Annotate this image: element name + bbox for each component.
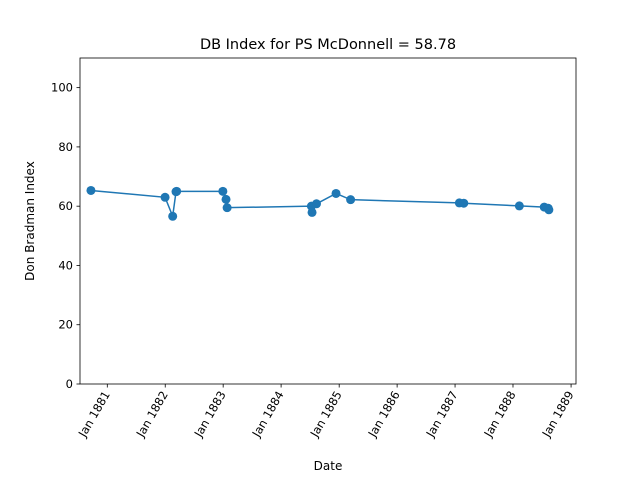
y-tick-label: 40 [58, 258, 73, 272]
x-axis-label: Date [314, 459, 343, 473]
data-point [307, 207, 317, 217]
data-point [160, 192, 170, 202]
y-tick-label: 20 [58, 318, 73, 332]
data-point [311, 199, 321, 209]
data-point [168, 211, 178, 221]
data-point [218, 186, 228, 196]
data-point [544, 205, 554, 215]
data-point [172, 186, 182, 196]
data-point [331, 188, 341, 198]
data-point [221, 194, 231, 204]
data-point [459, 198, 469, 208]
data-point [514, 201, 524, 211]
data-point [222, 203, 232, 213]
chart-title: DB Index for PS McDonnell = 58.78 [200, 37, 456, 53]
y-tick-label: 60 [58, 199, 73, 213]
axes-frame [79, 57, 577, 385]
y-tick-label: 0 [66, 377, 73, 391]
y-tick-label: 100 [51, 81, 73, 95]
y-tick-label: 80 [58, 140, 73, 154]
data-point [86, 185, 96, 195]
y-axis-label: Don Bradman Index [23, 161, 37, 281]
data-point [346, 195, 356, 205]
